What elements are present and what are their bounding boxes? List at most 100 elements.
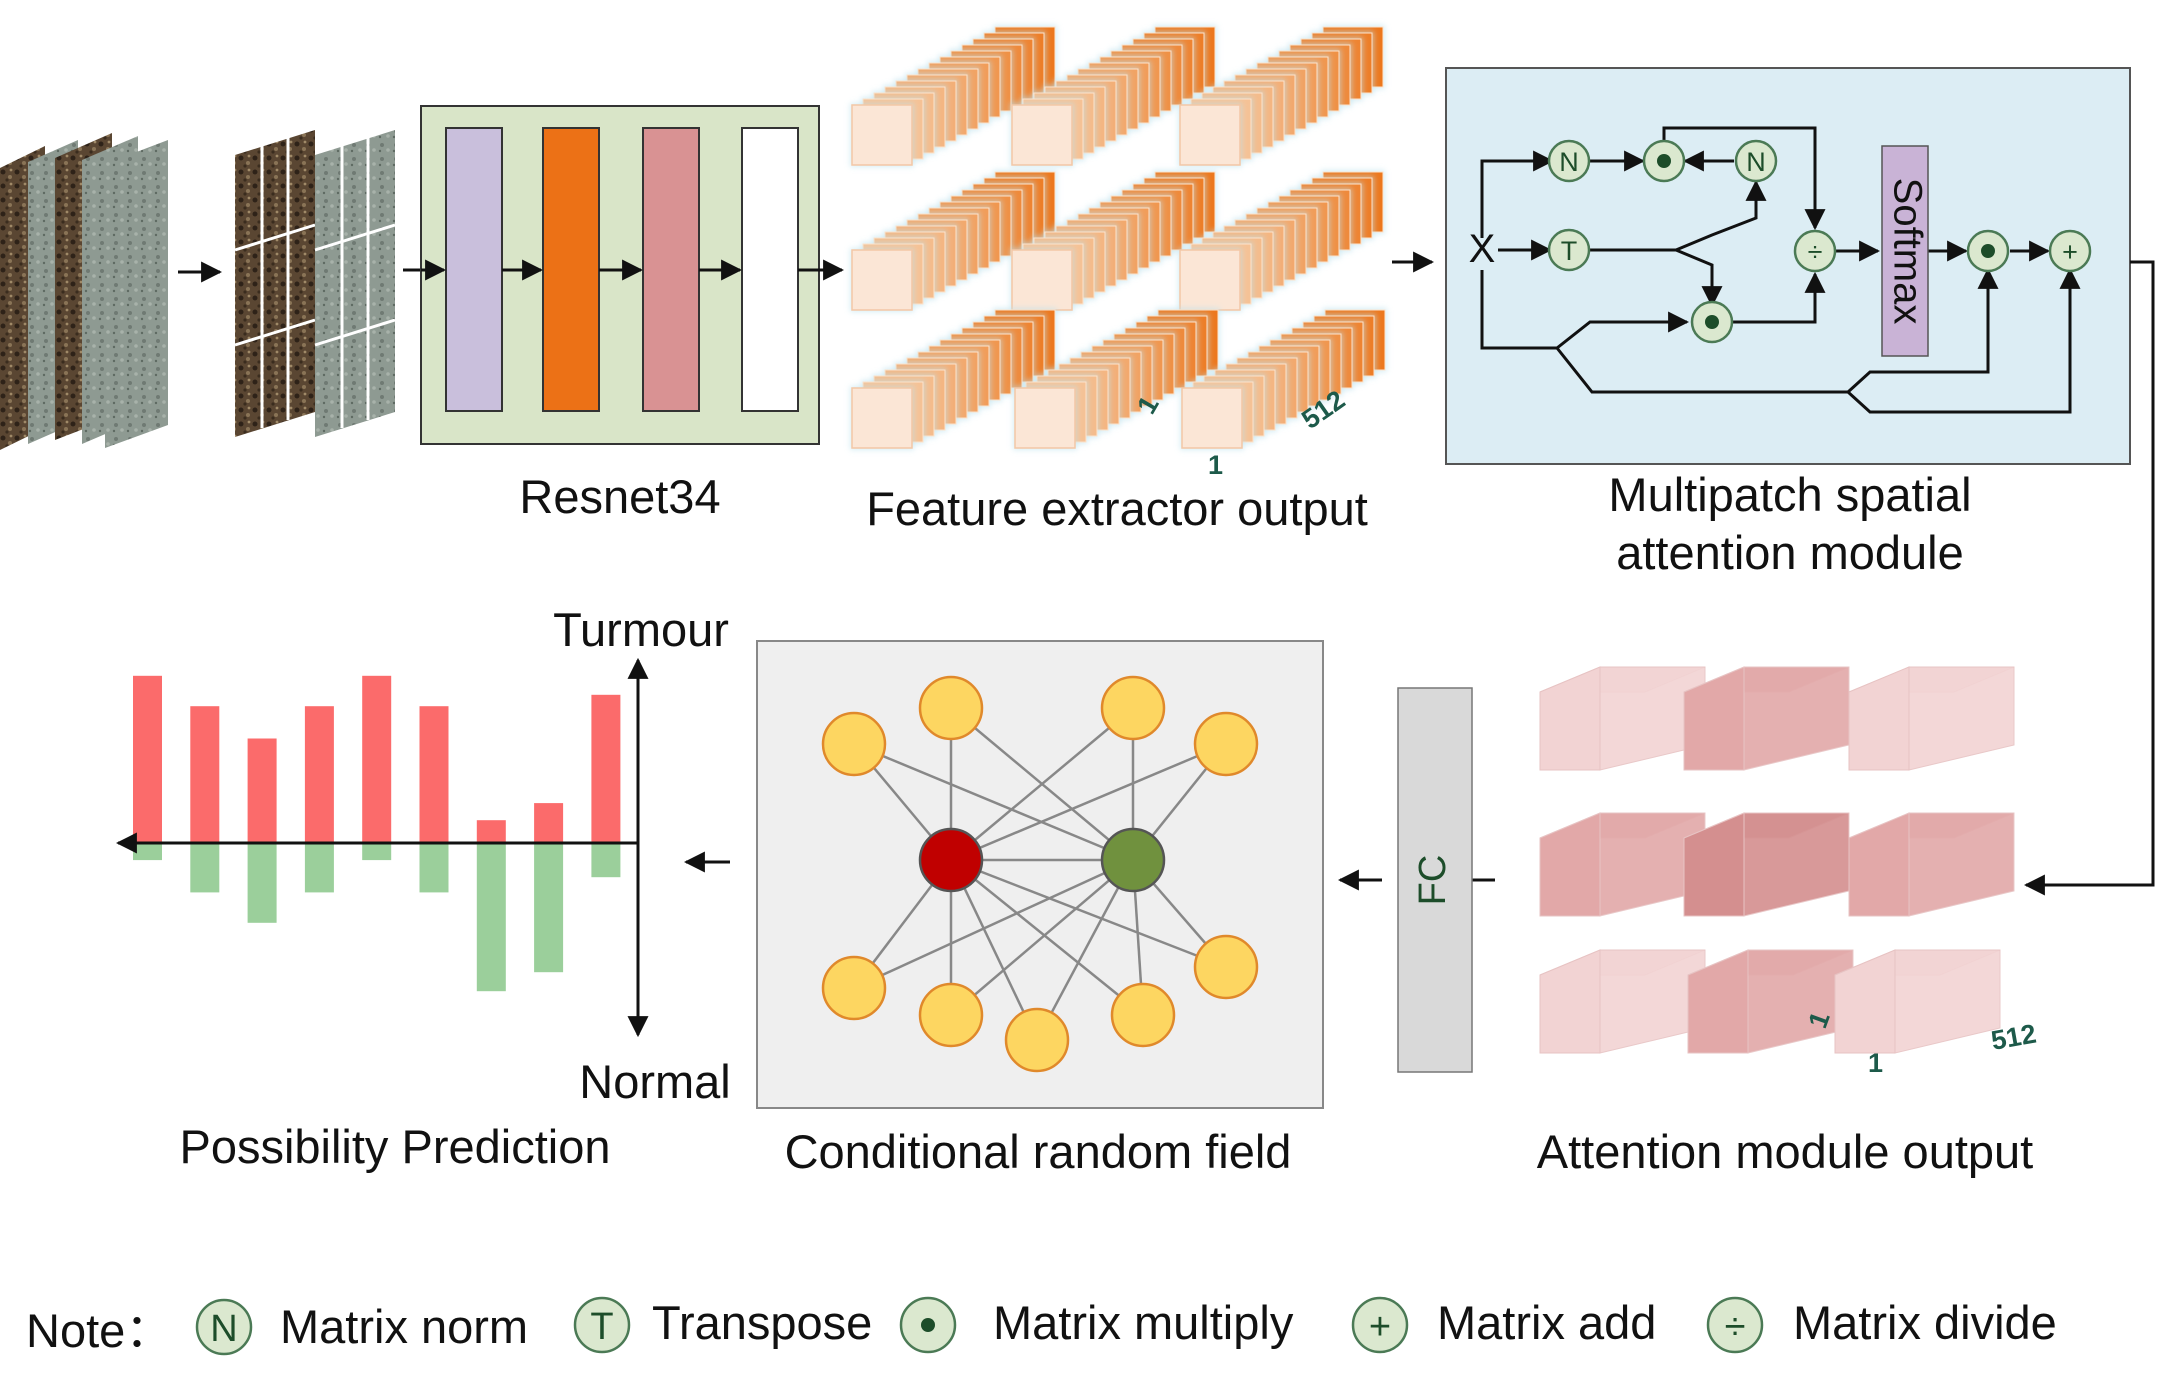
resnet-layer-2	[542, 127, 600, 412]
crf-graph	[756, 640, 1324, 1109]
crf-neighbor-node	[1004, 1007, 1070, 1073]
normal-bar	[534, 843, 564, 973]
crf-tumour-node	[918, 827, 984, 893]
normal-bar	[591, 843, 621, 878]
legend-divide-icon	[1706, 1296, 1764, 1354]
resnet-layer-3	[642, 127, 700, 412]
attention-cube	[1539, 812, 1706, 917]
feature-stack	[850, 170, 1057, 312]
note-title: Note：	[26, 1304, 172, 1357]
arrow-attention-to-output	[2023, 260, 2155, 896]
fc-layer	[1397, 687, 1473, 1073]
svg-text:T: T	[590, 1306, 613, 1348]
feature-front-map	[1179, 104, 1241, 166]
legend-item-transpose: T Transpose	[573, 1296, 872, 1354]
norm-op-2-symbol: N	[1746, 147, 1766, 177]
resnet-layer-4	[741, 127, 799, 412]
crf-neighbor-node	[1193, 711, 1259, 777]
legend-transpose-icon	[573, 1296, 631, 1354]
attention-cube	[1683, 666, 1850, 771]
tumour-bar	[133, 675, 162, 843]
feature-stack	[850, 308, 1057, 450]
feature-front-map	[1011, 249, 1073, 311]
normal-label: Normal	[579, 1055, 730, 1108]
attention-label-line1: Multipatch spatial	[1608, 468, 1971, 521]
feature-front-map	[851, 249, 913, 311]
attention-label-line2: attention module	[1616, 526, 1964, 579]
legend-item-divide: ÷ Matrix divide	[1706, 1296, 2057, 1354]
feature-stack	[1010, 25, 1217, 167]
feature-front-map	[1014, 387, 1076, 449]
feature-dim-1b: 1	[1208, 450, 1223, 480]
feature-stack	[1010, 170, 1217, 312]
prediction-chart	[133, 675, 621, 992]
legend-add-label: Matrix add	[1437, 1296, 1656, 1349]
norm-op-2	[1734, 139, 1778, 183]
feature-label: Feature extractor output	[866, 482, 1368, 535]
legend-multiply-label: Matrix multiply	[993, 1296, 1294, 1349]
feature-stack	[1178, 170, 1385, 312]
feature-stack	[1180, 308, 1387, 450]
crf-normal-node	[1100, 827, 1166, 893]
legend-item-add: + Matrix add	[1351, 1296, 1656, 1354]
feature-front-map	[1011, 104, 1073, 166]
normal-bar	[133, 843, 162, 861]
divide-op	[1793, 229, 1837, 273]
tumour-bar	[591, 694, 621, 843]
crf-neighbor-node	[1100, 675, 1166, 741]
tumour-bar	[476, 820, 506, 843]
crf-neighbor-node	[1110, 982, 1176, 1048]
tumour-bar	[190, 706, 220, 843]
svg-text:÷: ÷	[1725, 1306, 1746, 1348]
attention-cube	[1539, 949, 1706, 1054]
normal-bar	[247, 843, 277, 923]
resnet-label: Resnet34	[519, 470, 720, 523]
output-dim-512: 512	[1989, 1019, 2039, 1056]
crf-neighbor-node	[918, 982, 984, 1048]
legend: Note： N Matrix norm T Transpose Matrix m…	[26, 1296, 2057, 1357]
transpose-op-symbol: T	[1561, 236, 1578, 266]
crf-label: Conditional random field	[785, 1125, 1292, 1178]
attention-cube	[1683, 812, 1850, 917]
transpose-op	[1547, 228, 1591, 272]
normal-bar	[362, 843, 392, 861]
feature-front-map	[851, 387, 913, 449]
legend-add-icon	[1351, 1296, 1409, 1354]
softmax-label: Softmax	[1885, 178, 1929, 325]
tumour-bar	[304, 706, 334, 843]
add-op-symbol: +	[2062, 237, 2078, 267]
tumour-bar	[534, 803, 564, 843]
legend-transpose-label: Transpose	[652, 1296, 872, 1349]
attention-cube	[1834, 949, 2001, 1054]
attention-cube	[1539, 666, 1706, 771]
normal-bar	[419, 843, 449, 893]
output-dim-1b: 1	[1868, 1048, 1883, 1078]
normal-bar	[190, 843, 220, 893]
resnet-layer-1	[445, 127, 503, 412]
tumour-bar	[419, 706, 449, 843]
feature-stack	[850, 25, 1057, 167]
feature-front-map	[851, 104, 913, 166]
tumour-label: Turmour	[553, 603, 729, 656]
feature-front-map	[1181, 387, 1243, 449]
legend-norm-label: Matrix norm	[280, 1300, 528, 1353]
tumour-bar	[247, 738, 277, 843]
softmax-block	[1881, 145, 1929, 357]
feature-front-map	[1179, 249, 1241, 311]
resnet34-block	[420, 105, 845, 445]
feature-stack	[1013, 308, 1220, 450]
attention-cube	[1848, 666, 2015, 771]
legend-item-norm: N Matrix norm	[195, 1298, 528, 1356]
normal-bar	[304, 843, 334, 893]
feature-maps	[850, 25, 1387, 450]
attention-output-label: Attention module output	[1537, 1125, 2033, 1178]
attention-cube	[1848, 812, 2015, 917]
fc-label: FC	[1412, 855, 1454, 906]
prediction-label: Possibility Prediction	[179, 1120, 610, 1173]
attention-cube	[1687, 949, 1854, 1054]
feature-stack	[1178, 25, 1385, 167]
legend-norm-icon	[195, 1298, 253, 1356]
crf-neighbor-node	[1193, 934, 1259, 1000]
